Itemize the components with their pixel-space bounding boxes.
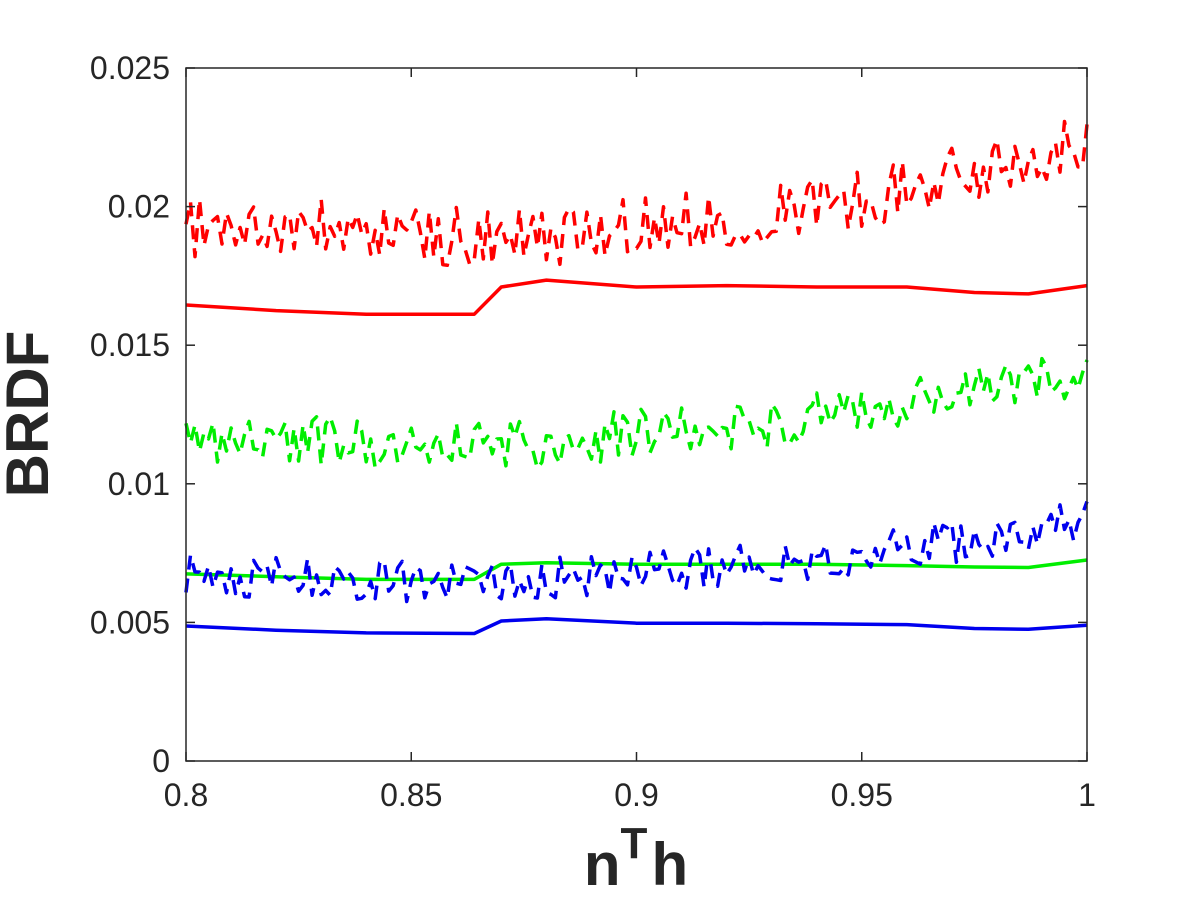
- solid-series-line: [185, 617, 1088, 636]
- x-axis-title: nTh: [584, 819, 688, 898]
- x-tick-label: 1: [1078, 777, 1096, 813]
- x-axis-title-superscript: T: [621, 819, 648, 868]
- plot-frame: [185, 67, 1088, 762]
- y-tick-label: 0.005: [90, 604, 170, 640]
- y-axis-title: BRDF: [0, 331, 61, 498]
- y-tick-label: 0.01: [108, 466, 170, 502]
- series-layer: [184, 119, 1089, 636]
- dashed-series-line: [184, 500, 1089, 604]
- x-tick-label: 0.8: [164, 777, 208, 813]
- x-tick-label: 0.9: [614, 777, 658, 813]
- y-tick-label: 0.015: [90, 327, 170, 363]
- y-tick-label: 0: [152, 743, 170, 779]
- y-tick-label: 0.02: [108, 189, 170, 225]
- dashed-series-line: [184, 356, 1089, 471]
- x-tick-label: 0.85: [380, 777, 442, 813]
- x-axis-title-tail: h: [651, 831, 688, 898]
- x-axis-title-base: n: [584, 831, 621, 898]
- y-tick-label: 0.025: [90, 50, 170, 86]
- ticks-layer: 0.8 0.85 0.9 0.95 1 0 0.005 0.01 0.015 0.02 0.025: [90, 50, 1096, 813]
- dashed-series-line: [184, 119, 1089, 268]
- solid-series-line: [185, 278, 1088, 316]
- solid-series-line: [185, 558, 1088, 582]
- x-tick-label: 0.95: [831, 777, 893, 813]
